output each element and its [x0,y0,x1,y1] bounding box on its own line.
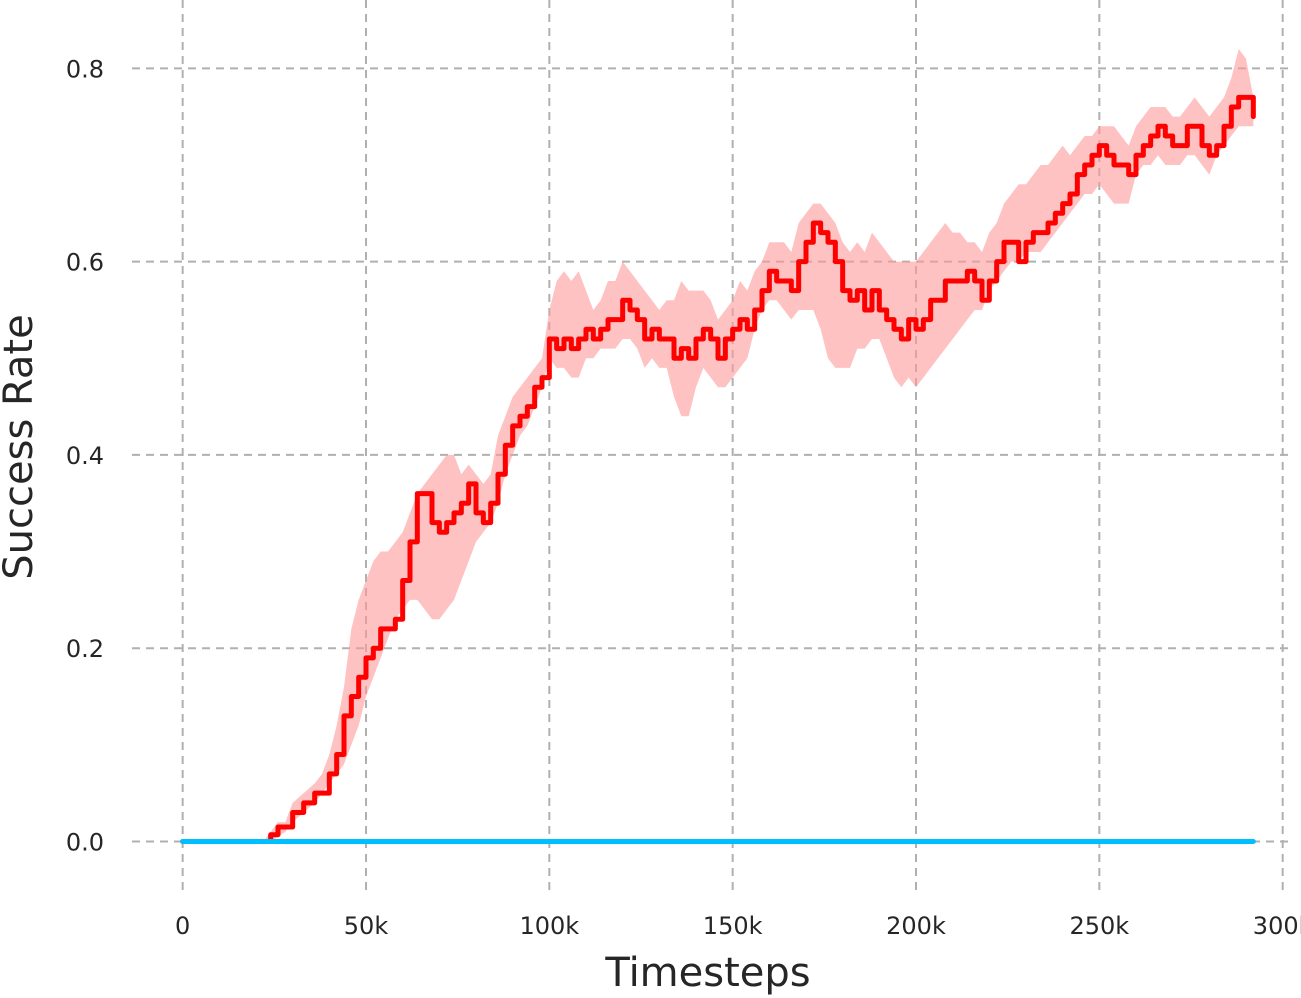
x-tick-label: 0 [175,912,190,940]
x-tick-label: 250k [1069,912,1129,940]
y-tick-label: 0.2 [66,635,104,663]
x-tick-label: 200k [886,912,946,940]
y-tick-label: 0.6 [66,249,104,277]
confidence-bands [182,48,1254,842]
y-tick-label: 0.8 [66,55,104,83]
y-tick-labels: 0.0 0.2 0.4 0.6 0.8 [66,55,104,856]
series-0-band [182,48,1254,842]
x-tick-label: 100k [519,912,579,940]
y-tick-label: 0.0 [66,829,104,857]
x-tick-label: 300k [1253,912,1301,940]
series-0-line [180,94,1256,845]
x-tick-labels: 0 50k 100k 150k 200k 250k 300k [175,912,1301,940]
x-axis-title: Timesteps [604,950,810,996]
series-lines [180,94,1256,845]
y-axis-title: Success Rate [0,314,42,579]
y-tick-label: 0.4 [66,442,104,470]
x-tick-label: 50k [344,912,389,940]
x-tick-label: 150k [703,912,763,940]
